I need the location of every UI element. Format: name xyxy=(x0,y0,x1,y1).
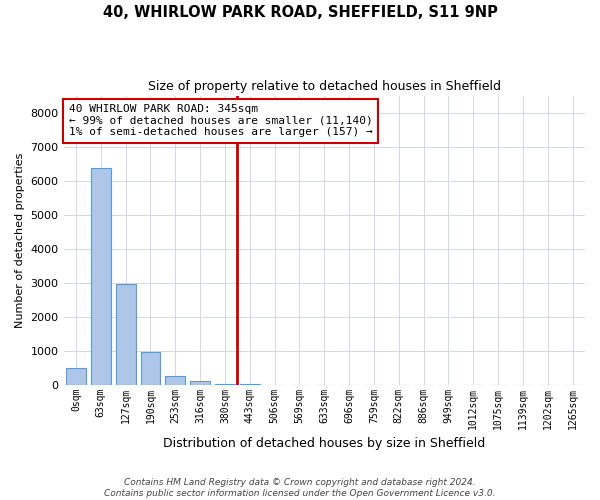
X-axis label: Distribution of detached houses by size in Sheffield: Distribution of detached houses by size … xyxy=(163,437,485,450)
Bar xyxy=(91,168,111,385)
Text: 40, WHIRLOW PARK ROAD, SHEFFIELD, S11 9NP: 40, WHIRLOW PARK ROAD, SHEFFIELD, S11 9N… xyxy=(103,5,497,20)
Bar xyxy=(140,352,160,385)
Title: Size of property relative to detached houses in Sheffield: Size of property relative to detached ho… xyxy=(148,80,501,93)
Bar xyxy=(190,382,210,385)
Bar xyxy=(166,376,185,385)
Bar xyxy=(66,368,86,385)
Bar xyxy=(215,384,235,385)
Bar xyxy=(116,284,136,385)
Text: Contains HM Land Registry data © Crown copyright and database right 2024.
Contai: Contains HM Land Registry data © Crown c… xyxy=(104,478,496,498)
Y-axis label: Number of detached properties: Number of detached properties xyxy=(15,152,25,328)
Text: 40 WHIRLOW PARK ROAD: 345sqm
← 99% of detached houses are smaller (11,140)
1% of: 40 WHIRLOW PARK ROAD: 345sqm ← 99% of de… xyxy=(69,104,373,138)
